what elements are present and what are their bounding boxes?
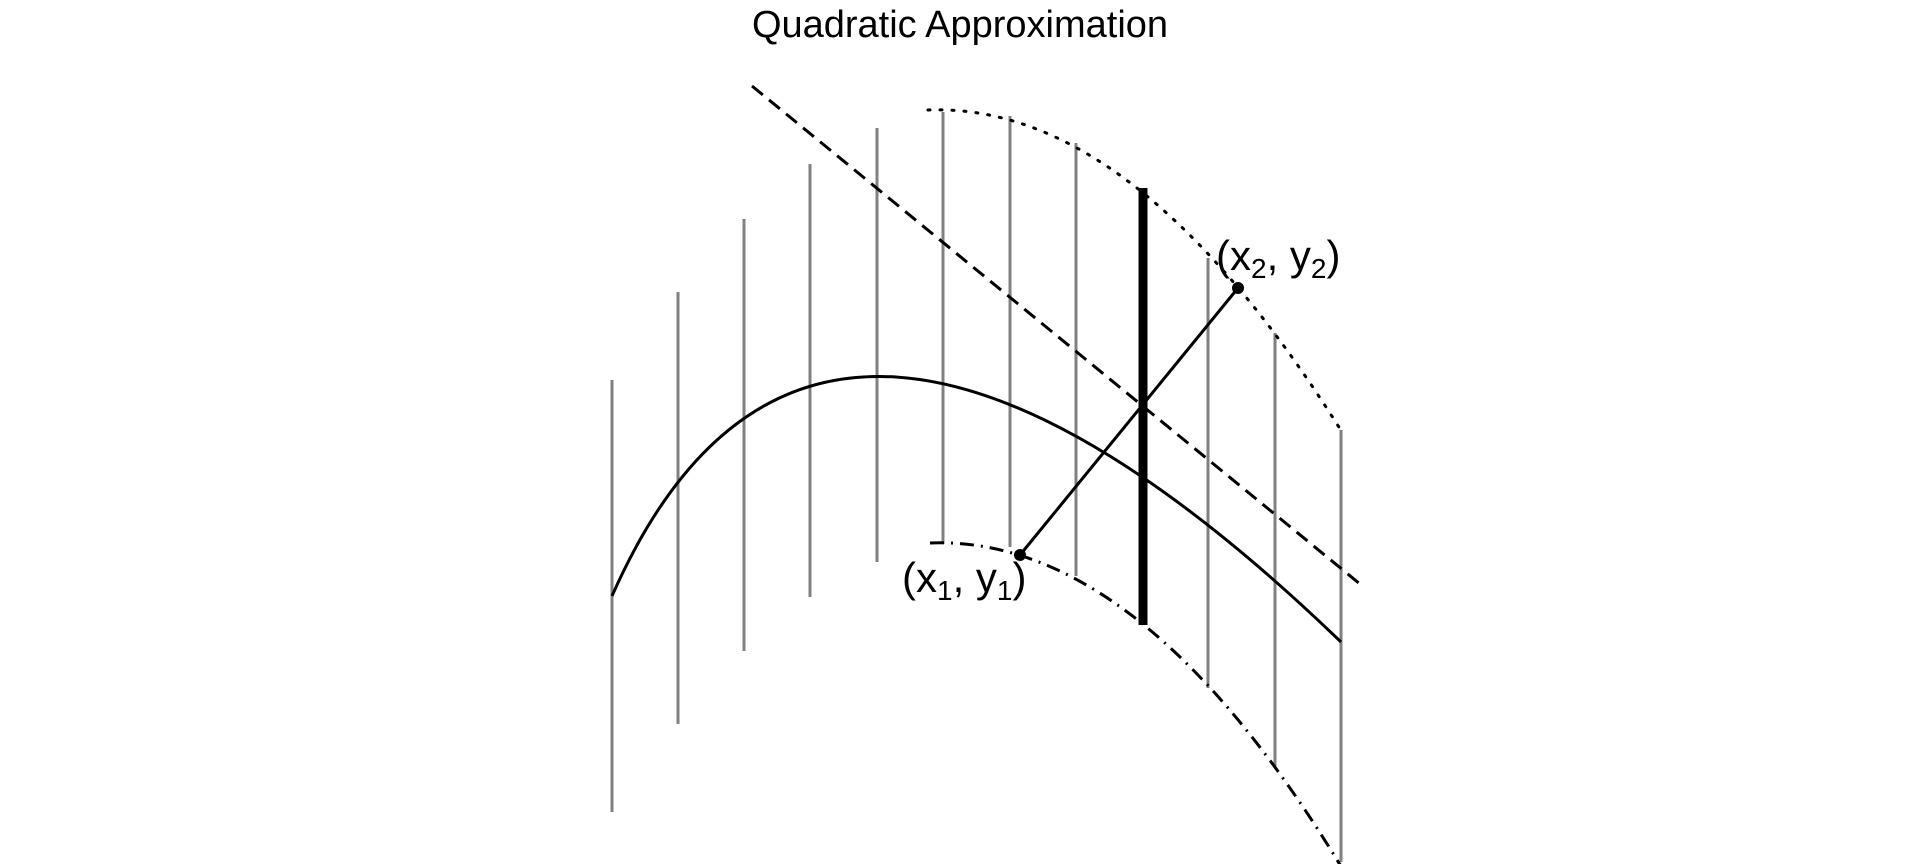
upper-dotted-curve xyxy=(926,108,1344,434)
point-1-label: (x1, y1) xyxy=(902,554,1027,606)
vertical-guide-lines xyxy=(610,112,1343,862)
point-2-marker xyxy=(1232,282,1244,294)
point-2-label: (x2, y2) xyxy=(1216,232,1341,284)
parabola-curve xyxy=(610,375,1343,644)
secant-line xyxy=(1018,287,1240,556)
diagram-title: Quadratic Approximation xyxy=(751,4,1169,46)
point-1-marker xyxy=(1014,549,1026,561)
